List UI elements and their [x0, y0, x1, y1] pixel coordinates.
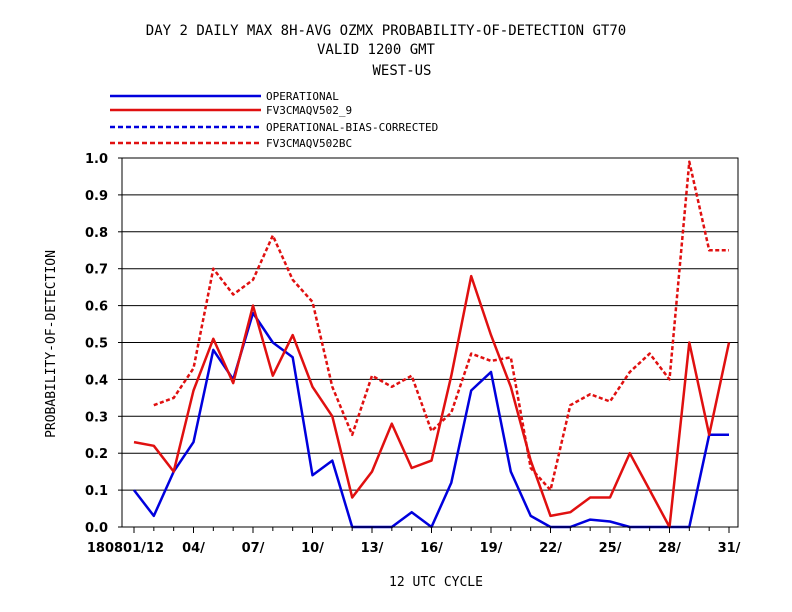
legend-label-2: FV3CMAQV502_9 — [266, 104, 352, 117]
y-tick-label: 0.5 — [85, 337, 108, 352]
legend-label-3: OPERATIONAL-BIAS-CORRECTED — [266, 121, 438, 134]
chart-title: DAY 2 DAILY MAX 8H-AVG OZMX PROBABILITY-… — [146, 23, 626, 79]
x-tick-label: 04/ — [182, 541, 205, 556]
x-tick-label: 31/ — [718, 541, 741, 556]
y-axis-label: PROBABILITY-OF-DETECTION — [44, 250, 59, 438]
x-axis-ticks: 180801/12 04/07/10/13/16/19/22/25/28/31/ — [87, 527, 741, 556]
y-tick-label: 0.7 — [85, 263, 108, 278]
x-tick-label: 19/ — [480, 541, 503, 556]
x-tick-label: 07/ — [242, 541, 265, 556]
y-tick-label: 1.0 — [85, 152, 108, 167]
x-tick-label: 13/ — [361, 541, 384, 556]
y-tick-label: 0.0 — [85, 521, 108, 536]
x-tick-label: 22/ — [539, 541, 562, 556]
x-axis-label: 12 UTC CYCLE — [389, 575, 483, 590]
series-line-4 — [153, 160, 729, 492]
y-axis-ticks: 0.0 0.1 0.2 0.3 0.4 0.5 0.6 0.7 0.8 0.9 1.0 — [85, 152, 122, 536]
x-tick-label: 10/ — [301, 541, 324, 556]
chart-title-line-3: WEST-US — [372, 63, 431, 79]
x-tick-label: 16/ — [420, 541, 443, 556]
x-tick-label: 28/ — [658, 541, 681, 556]
chart-title-line-1: DAY 2 DAILY MAX 8H-AVG OZMX PROBABILITY-… — [146, 23, 626, 39]
legend-label-4: FV3CMAQV502BC — [266, 137, 352, 150]
y-tick-label: 0.1 — [85, 484, 108, 499]
series-lines — [133, 160, 731, 529]
series-line-2 — [133, 274, 731, 529]
series-line-1 — [133, 311, 729, 529]
y-tick-label: 0.9 — [85, 189, 108, 204]
y-tick-label: 0.8 — [85, 226, 108, 241]
x-tick-label: 25/ — [599, 541, 622, 556]
legend-label-1: OPERATIONAL — [266, 90, 339, 103]
chart-title-line-2: VALID 1200 GMT — [317, 42, 436, 58]
y-tick-label: 0.6 — [85, 300, 108, 315]
x-tick-label: 180801/12 — [87, 541, 164, 556]
y-tick-label: 0.4 — [85, 373, 108, 388]
y-tick-label: 0.3 — [85, 410, 108, 425]
y-tick-label: 0.2 — [85, 447, 108, 462]
